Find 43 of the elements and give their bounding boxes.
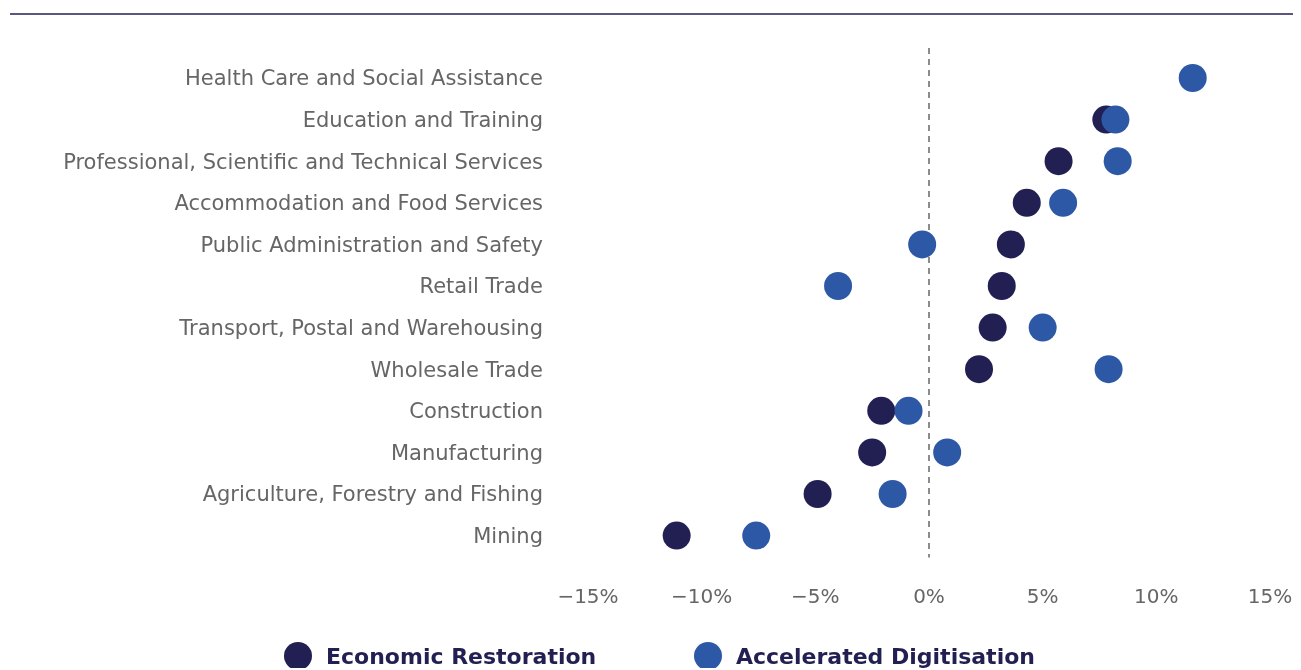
legend-label: Accelerated Digitisation [736, 643, 1035, 669]
point [1028, 313, 1057, 342]
point [987, 272, 1016, 300]
y-tick-label: Wholesale Trade [370, 357, 543, 382]
point [1094, 355, 1123, 384]
x-tick-label: −10% [671, 583, 733, 608]
x-tick-label: −5% [791, 583, 840, 608]
y-tick-label: Education and Training [302, 107, 543, 132]
point [742, 521, 771, 550]
point [1044, 147, 1073, 176]
y-tick-label: Accommodation and Food Services [174, 191, 543, 216]
point [996, 230, 1025, 259]
x-tick-label: 0% [913, 583, 945, 608]
y-tick-label: Transport, Postal and Warehousing [178, 315, 543, 340]
point [824, 272, 853, 300]
x-tick-label: −15% [557, 583, 619, 608]
y-tick-label: Agriculture, Forestry and Fishing [202, 482, 543, 507]
point [1178, 64, 1207, 92]
point [803, 480, 832, 508]
legend-label: Economic Restoration [326, 643, 597, 669]
point [894, 396, 923, 425]
x-tick-label: 5% [1026, 583, 1059, 608]
x-tick-label: 10% [1134, 583, 1179, 608]
point [965, 355, 994, 384]
point [867, 396, 896, 425]
y-tick-label: Mining [473, 523, 543, 548]
point [858, 438, 887, 467]
point [662, 521, 691, 550]
y-tick-label: Construction [409, 399, 543, 424]
point [1012, 188, 1041, 217]
x-tick-label: 15% [1247, 583, 1293, 608]
point [933, 438, 962, 467]
y-tick-label: Public Administration and Safety [200, 232, 543, 257]
y-tick-label: Health Care and Social Assistance [185, 66, 543, 91]
point [978, 313, 1007, 342]
point [1049, 188, 1078, 217]
y-tick-label: Professional, Scientific and Technical Services [63, 149, 543, 174]
y-tick-label: Manufacturing [390, 440, 543, 465]
point [908, 230, 937, 259]
point [878, 480, 907, 508]
point [1101, 105, 1130, 134]
y-tick-label: Retail Trade [419, 274, 543, 299]
point [1103, 147, 1132, 176]
